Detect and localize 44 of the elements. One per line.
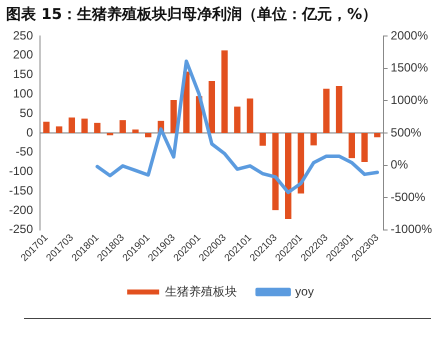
y2-tick-label: 1000% bbox=[390, 92, 428, 107]
y-tick-label: 200 bbox=[12, 48, 34, 62]
bar bbox=[170, 100, 177, 133]
y-tick-label: -50 bbox=[16, 144, 34, 159]
y-tick-label: -100 bbox=[8, 164, 34, 178]
y2-tick-label: 1500% bbox=[390, 60, 428, 75]
bar bbox=[94, 122, 100, 133]
bar bbox=[260, 132, 266, 146]
y-tick-label: 0 bbox=[26, 125, 34, 140]
y2-tick-label: 0% bbox=[390, 158, 408, 172]
bar bbox=[246, 98, 254, 133]
bar bbox=[56, 126, 62, 133]
y-tick-label: 50 bbox=[20, 106, 34, 120]
bar bbox=[68, 117, 76, 133]
y2-tick-label: 500% bbox=[390, 125, 422, 140]
bar bbox=[120, 120, 126, 133]
bar bbox=[310, 132, 317, 146]
bar bbox=[374, 132, 380, 138]
y-tick-label: 150 bbox=[12, 67, 34, 82]
y-tick-label: 100 bbox=[12, 86, 34, 100]
y-tick-label: 250 bbox=[12, 28, 34, 42]
bar bbox=[43, 122, 50, 133]
y-tick-label: -250 bbox=[8, 222, 34, 236]
bar bbox=[336, 86, 342, 133]
legend-label: yoy bbox=[295, 284, 314, 298]
bar bbox=[298, 132, 304, 194]
bar bbox=[361, 132, 368, 162]
bar bbox=[221, 50, 228, 133]
y2-tick-label: -500% bbox=[390, 190, 426, 204]
legend-label: 生猪养殖板块 bbox=[165, 284, 238, 298]
bar bbox=[323, 88, 330, 133]
bar bbox=[234, 106, 240, 133]
bar bbox=[348, 132, 356, 158]
bar bbox=[132, 129, 139, 133]
y2-tick-label: -1000% bbox=[390, 222, 432, 236]
chart-title: 图表 15：生猪养殖板块归母净利润（单位：亿元，%） bbox=[6, 4, 378, 23]
bar bbox=[208, 80, 216, 133]
y-tick-label: -150 bbox=[8, 183, 34, 198]
bar bbox=[145, 132, 152, 138]
y-tick-label: -200 bbox=[8, 202, 34, 217]
bar bbox=[81, 118, 88, 133]
bar bbox=[106, 132, 114, 136]
bar bbox=[285, 132, 292, 220]
y2-tick-label: 2000% bbox=[390, 28, 428, 42]
